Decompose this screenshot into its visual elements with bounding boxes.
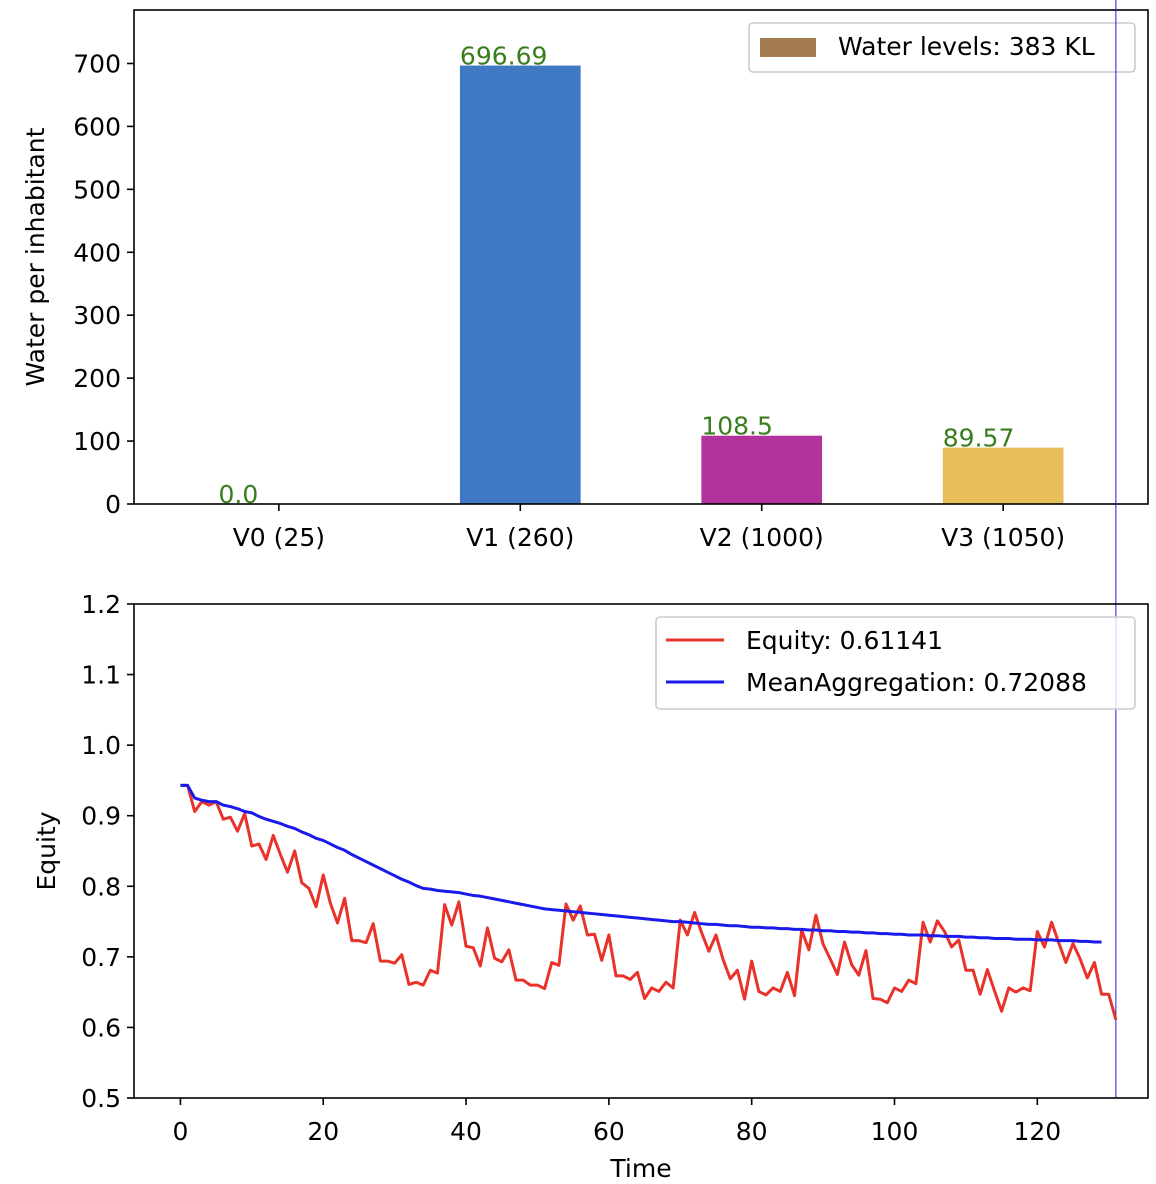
- bar-3: [942, 447, 1064, 504]
- equity-line: [180, 783, 1118, 1021]
- bar-plot-frame: [133, 9, 1149, 505]
- bar-x-tick-label-1: V1 (260): [466, 523, 574, 552]
- bar-x-tick-label-2: V2 (1000): [700, 523, 824, 552]
- line-y-tick-label-3: 0.8: [81, 872, 121, 901]
- bar-y-axis-label: Water per inhabitant: [21, 127, 50, 386]
- bar-y-tick-label-2: 200: [73, 364, 121, 393]
- line-legend: Equity: 0.61141 MeanAggregation: 0.72088: [655, 616, 1136, 710]
- line-x-tick-label-6: 120: [1013, 1117, 1061, 1146]
- line-x-tick-label-0: 0: [172, 1117, 188, 1146]
- line-x-axis: 0 20 40 60 80 100 120: [172, 1098, 1061, 1146]
- bar-marks: [459, 65, 1064, 504]
- bar-y-tick-label-0: 0: [105, 490, 121, 519]
- mean-aggregation-line: [180, 783, 1102, 944]
- line-x-tick-label-4: 80: [736, 1117, 768, 1146]
- line-y-tick-label-5: 1.0: [81, 731, 121, 760]
- equity-legend-label: Equity: 0.61141: [746, 626, 943, 655]
- bar-x-axis: V0 (25) V1 (260) V2 (1000) V3 (1050): [233, 504, 1065, 552]
- bar-legend-box: [748, 22, 1136, 73]
- bar-legend-swatch: [760, 38, 816, 57]
- line-chart: 0.5 0.6 0.7 0.8 0.9 1.0 1.1 1.2 0 20 40 60 80 100 120…: [32, 0, 1149, 1183]
- line-y-tick-label-1: 0.6: [81, 1013, 121, 1042]
- line-x-tick-label-2: 40: [450, 1117, 482, 1146]
- bar-value-label-1: 696.69: [460, 42, 547, 71]
- bar-value-label-3: 89.57: [943, 424, 1015, 453]
- line-y-tick-label-2: 0.7: [81, 943, 121, 972]
- bar-legend-label: Water levels: 383 KL: [838, 32, 1095, 61]
- bar-value-label-2: 108.5: [701, 412, 773, 441]
- bar-y-tick-label-6: 600: [73, 112, 121, 141]
- line-legend-box: [655, 616, 1136, 710]
- line-x-tick-label-5: 100: [871, 1117, 919, 1146]
- bar-x-tick-label-0: V0 (25): [233, 523, 325, 552]
- bar-legend: Water levels: 383 KL: [748, 22, 1136, 73]
- line-y-axis-label: Equity: [32, 811, 61, 890]
- bar-x-tick-label-3: V3 (1050): [941, 523, 1065, 552]
- line-y-axis: 0.5 0.6 0.7 0.8 0.9 1.0 1.1 1.2: [81, 590, 134, 1113]
- line-y-tick-label-6: 1.1: [81, 661, 121, 690]
- bar-1: [459, 65, 581, 504]
- line-y-tick-label-0: 0.5: [81, 1084, 121, 1113]
- line-x-axis-label: Time: [609, 1154, 671, 1183]
- line-y-tick-label-7: 1.2: [81, 590, 121, 619]
- line-series-marks: [180, 0, 1118, 1098]
- line-x-tick-label-1: 20: [307, 1117, 339, 1146]
- line-plot-frame: [133, 603, 1149, 1099]
- bar-y-tick-label-7: 700: [73, 49, 121, 78]
- bar-2: [701, 435, 823, 504]
- line-x-tick-label-3: 60: [593, 1117, 625, 1146]
- bar-y-tick-label-1: 100: [73, 427, 121, 456]
- mean-aggregation-legend-label: MeanAggregation: 0.72088: [746, 668, 1087, 697]
- bar-y-tick-label-3: 300: [73, 301, 121, 330]
- bar-y-axis: 0 100 200 300 400 500 600 700: [73, 49, 134, 519]
- bar-y-tick-label-5: 500: [73, 175, 121, 204]
- line-y-tick-label-4: 0.9: [81, 802, 121, 831]
- bar-y-tick-label-4: 400: [73, 238, 121, 267]
